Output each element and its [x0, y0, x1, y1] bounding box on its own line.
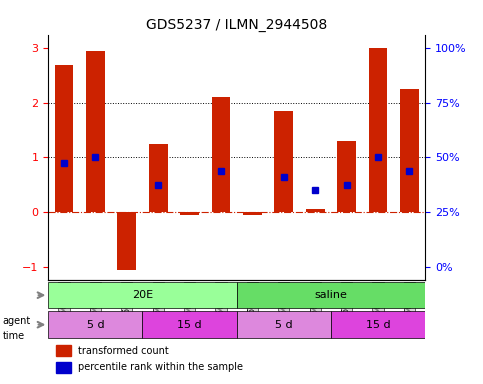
Text: GSM569783: GSM569783 [279, 283, 288, 329]
FancyBboxPatch shape [48, 282, 237, 308]
Bar [400, 89, 419, 212]
Bar [56, 362, 71, 372]
Text: saline: saline [314, 290, 347, 300]
Text: GSM569790: GSM569790 [405, 283, 414, 329]
Bar [86, 51, 105, 212]
Text: time: time [2, 331, 25, 341]
Text: 5 d: 5 d [275, 320, 293, 330]
Bar [274, 111, 293, 212]
Bar [306, 209, 325, 212]
Text: GSM569787: GSM569787 [216, 283, 226, 329]
Text: GSM569786: GSM569786 [185, 283, 194, 329]
Text: transformed count: transformed count [78, 346, 169, 356]
Text: 20E: 20E [132, 290, 153, 300]
Bar [212, 98, 230, 212]
Text: GSM569781: GSM569781 [122, 283, 131, 329]
FancyBboxPatch shape [237, 282, 425, 308]
Text: GSM569789: GSM569789 [373, 283, 383, 329]
FancyBboxPatch shape [331, 311, 425, 338]
Text: GSM569788: GSM569788 [342, 283, 351, 329]
Text: GSM569779: GSM569779 [59, 283, 69, 329]
Text: GSM569785: GSM569785 [154, 283, 163, 329]
Bar [180, 212, 199, 215]
Text: 5 d: 5 d [86, 320, 104, 330]
Bar [369, 48, 387, 212]
Text: 15 d: 15 d [177, 320, 202, 330]
Text: percentile rank within the sample: percentile rank within the sample [78, 362, 243, 372]
FancyBboxPatch shape [237, 311, 331, 338]
Bar [117, 212, 136, 270]
Text: 15 d: 15 d [366, 320, 390, 330]
Text: GSM569782: GSM569782 [248, 283, 257, 329]
Bar [243, 212, 262, 215]
Bar [149, 144, 168, 212]
Text: GSM569784: GSM569784 [311, 283, 320, 329]
Text: agent: agent [2, 316, 30, 326]
FancyBboxPatch shape [142, 311, 237, 338]
Text: GSM569780: GSM569780 [91, 283, 100, 329]
FancyBboxPatch shape [48, 311, 142, 338]
Bar [56, 345, 71, 356]
Text: GDS5237 / ILMN_2944508: GDS5237 / ILMN_2944508 [146, 18, 327, 32]
Bar [55, 65, 73, 212]
Bar [337, 141, 356, 212]
